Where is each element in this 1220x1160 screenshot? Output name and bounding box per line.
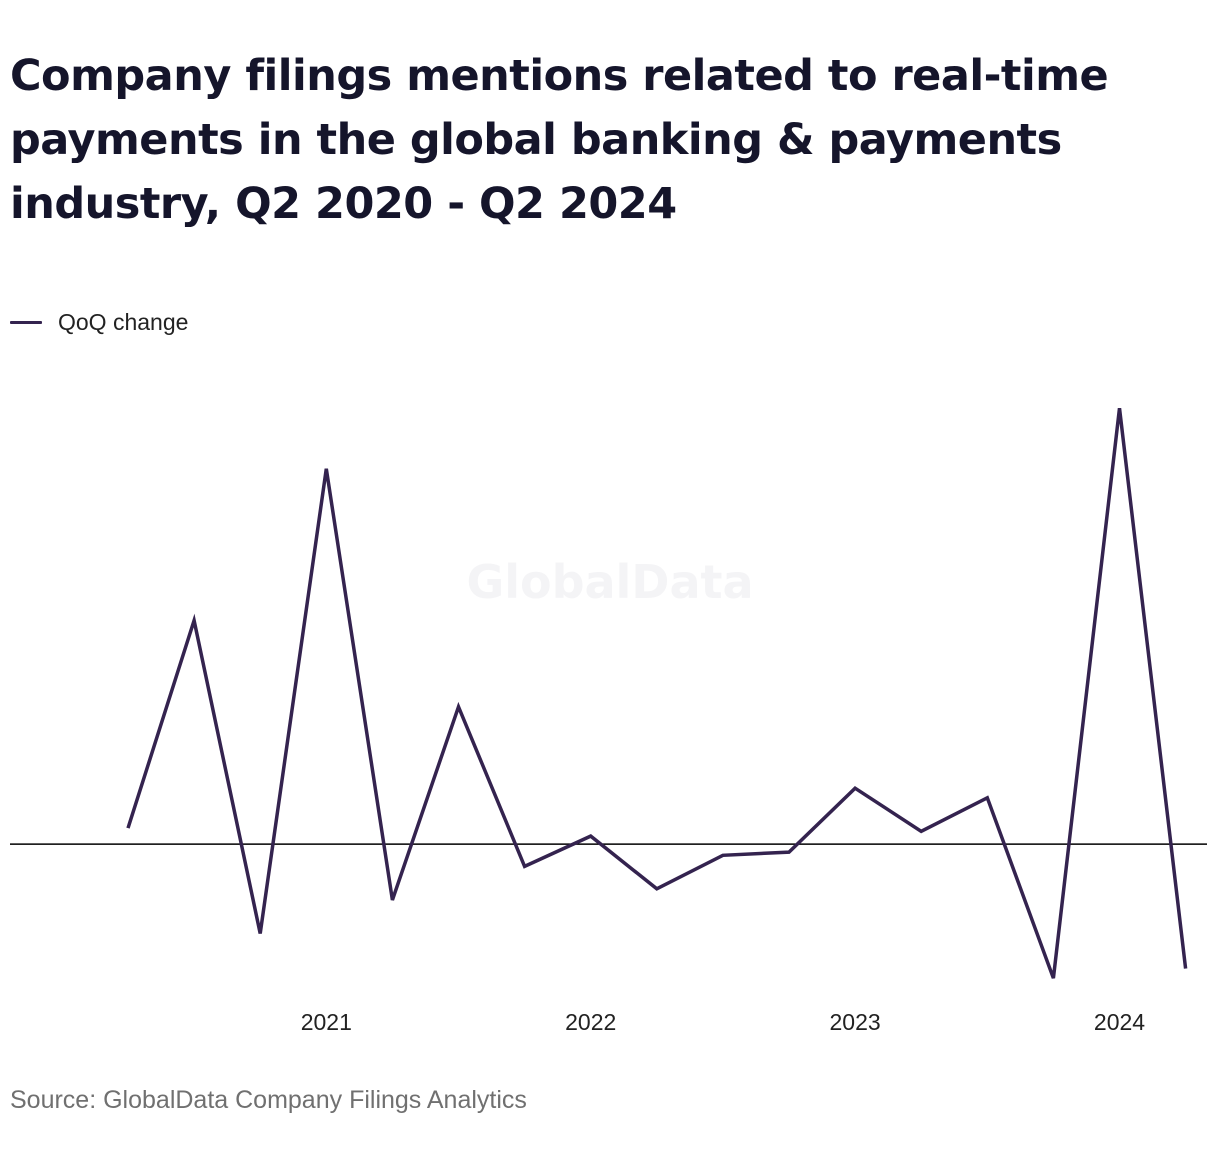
series-line-0 <box>126 407 1188 979</box>
plot-area <box>10 407 1207 979</box>
legend-label: QoQ change <box>58 308 189 335</box>
chart-title: Company filings mentions related to real… <box>10 51 1109 229</box>
x-tick-label: 2021 <box>301 1009 352 1035</box>
x-axis: 2021 2022 2023 2024 <box>301 1009 1146 1035</box>
line-chart: GlobalData 2021 2022 2023 2024 <box>10 407 1207 1035</box>
legend: QoQ change <box>10 306 188 338</box>
watermark: GlobalData <box>466 555 753 609</box>
x-tick-label: 2022 <box>565 1009 616 1035</box>
source-note: Source: GlobalData Company Filings Analy… <box>10 1086 527 1114</box>
x-tick-label: 2023 <box>830 1009 881 1035</box>
legend-swatch <box>10 320 42 324</box>
x-tick-label: 2024 <box>1094 1009 1145 1035</box>
